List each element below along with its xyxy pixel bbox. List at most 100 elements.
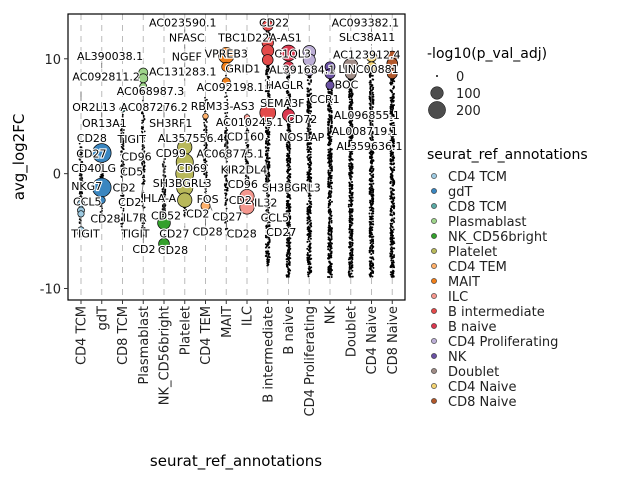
- data-point: [226, 133, 229, 136]
- data-point: [350, 234, 353, 237]
- data-point: [78, 142, 81, 145]
- data-point: [369, 169, 372, 172]
- data-point: [306, 240, 309, 243]
- data-point: [330, 236, 333, 239]
- data-point: [309, 243, 312, 246]
- data-point: [224, 184, 227, 187]
- data-point: [328, 131, 331, 134]
- data-point: [286, 260, 289, 263]
- data-point: [350, 214, 353, 217]
- data-point: [244, 156, 247, 159]
- data-point: [393, 166, 396, 169]
- data-point: [121, 219, 124, 222]
- data-point: [164, 210, 166, 213]
- gene-label: CD160: [227, 131, 264, 144]
- data-point: [327, 132, 330, 135]
- data-point: [391, 226, 394, 229]
- data-point: [350, 168, 353, 171]
- data-point: [330, 111, 333, 114]
- data-point: [372, 188, 375, 191]
- data-point: [122, 148, 125, 151]
- data-point: [78, 190, 81, 192]
- data-point: [143, 136, 146, 139]
- data-point: [389, 96, 392, 99]
- data-point: [224, 131, 227, 134]
- gene-label: OR13A1: [82, 117, 127, 130]
- data-point: [307, 82, 310, 85]
- data-point: [79, 180, 82, 183]
- data-point: [370, 207, 373, 210]
- data-point: [351, 247, 354, 250]
- data-point: [120, 188, 122, 191]
- data-point: [143, 194, 146, 196]
- data-point: [226, 103, 229, 106]
- data-point: [267, 149, 270, 152]
- data-point: [309, 153, 312, 156]
- data-point: [267, 135, 270, 138]
- data-point: [225, 121, 228, 124]
- data-point: [143, 160, 145, 163]
- data-point: [246, 140, 249, 143]
- size-legend-dot: [430, 86, 444, 100]
- data-point: [141, 176, 144, 179]
- data-point: [205, 128, 208, 131]
- data-point: [225, 129, 228, 132]
- gene-label: CD40LG: [71, 162, 116, 175]
- x-tick-label: CD8 Naive: [386, 306, 401, 375]
- gene-label: NGEF: [172, 50, 202, 63]
- data-point: [289, 215, 292, 218]
- data-point: [391, 250, 394, 253]
- data-point: [122, 186, 125, 189]
- data-point: [143, 93, 146, 95]
- data-point: [288, 93, 291, 96]
- gene-label: CD28: [227, 228, 257, 241]
- data-point: [309, 232, 312, 235]
- data-point: [164, 165, 167, 168]
- data-point: [348, 92, 351, 95]
- x-tick-label: MAIT: [220, 306, 235, 338]
- data-point: [392, 202, 395, 205]
- data-point: [99, 166, 102, 169]
- data-point: [306, 253, 309, 256]
- data-point: [285, 206, 288, 209]
- data-point: [225, 234, 228, 236]
- data-point: [204, 99, 207, 102]
- data-point: [288, 260, 291, 263]
- data-point: [81, 183, 83, 186]
- data-point: [348, 184, 351, 187]
- data-point: [328, 191, 331, 194]
- color-legend-title: seurat_ref_annotations: [427, 147, 588, 163]
- data-point: [310, 79, 313, 82]
- data-point: [369, 92, 372, 95]
- gene-label: SLC38A11: [339, 31, 395, 44]
- data-point: [309, 237, 312, 240]
- color-legend-key: [431, 383, 437, 389]
- data-point: [204, 153, 206, 156]
- data-point: [122, 209, 125, 212]
- data-point: [203, 128, 206, 131]
- size-legend-title: -log10(p_val_adj): [427, 46, 547, 62]
- data-point: [329, 248, 332, 251]
- x-tick-label: NK: [324, 306, 339, 325]
- data-point: [369, 275, 372, 278]
- color-legend-label: NK_CD56bright: [448, 230, 547, 245]
- data-point: [286, 92, 289, 95]
- data-point: [143, 162, 146, 164]
- data-point: [371, 275, 374, 278]
- data-point: [265, 252, 268, 255]
- gene-label: KIR2DL4: [221, 163, 268, 176]
- data-point: [204, 96, 206, 99]
- data-point: [101, 176, 103, 179]
- data-point: [78, 196, 81, 198]
- data-point: [268, 143, 271, 146]
- data-point: [392, 237, 395, 240]
- data-point: [369, 229, 372, 232]
- data-point: [81, 196, 84, 199]
- data-point: [205, 160, 208, 163]
- data-point: [224, 201, 227, 204]
- gene-label: AC092198.1: [197, 81, 265, 94]
- data-point: [328, 275, 331, 278]
- x-tick-label: Platelet: [178, 306, 193, 355]
- data-point: [141, 119, 144, 122]
- data-point: [389, 222, 392, 225]
